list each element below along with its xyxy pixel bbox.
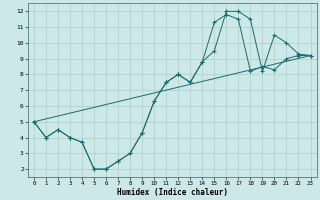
X-axis label: Humidex (Indice chaleur): Humidex (Indice chaleur) [117, 188, 228, 197]
